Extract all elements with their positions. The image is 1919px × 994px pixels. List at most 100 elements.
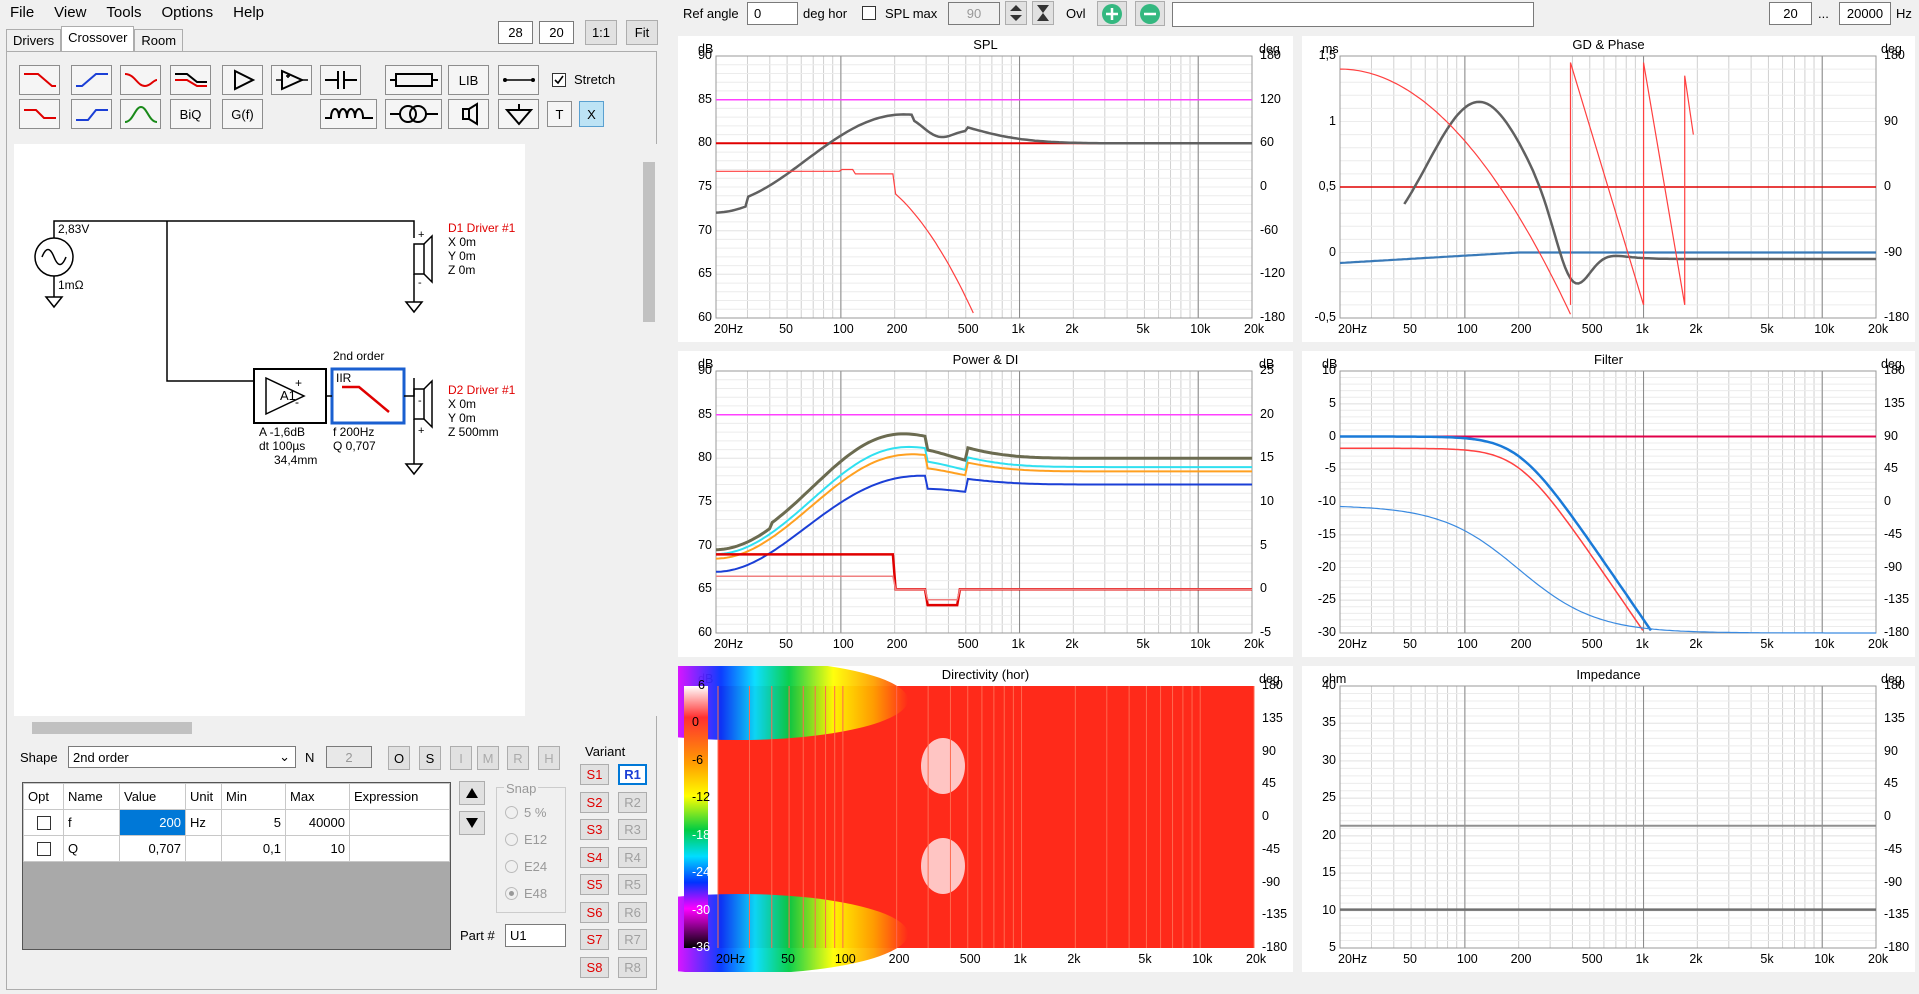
max-cell[interactable]: 40000 [285,809,350,836]
zoom-1to1-button[interactable]: 1:1 [585,20,617,45]
freq-max-field[interactable]: 20000 [1839,2,1891,25]
shape-r-button[interactable]: R [507,746,529,770]
overlay-remove-button[interactable] [1135,1,1165,26]
capacitor-button[interactable] [320,65,361,95]
speaker-button[interactable] [448,99,489,129]
overlay-field[interactable] [1172,2,1534,27]
pow-chart-panel[interactable]: Power & DI dB dB 20Hz 50 100 200 500 1k 2k 5k 10k 20… [678,351,1293,657]
opt-checkbox[interactable] [36,841,51,856]
variant-r8-button[interactable]: R8 [618,956,647,978]
variant-r6-button[interactable]: R6 [618,901,647,923]
spl-auto-button[interactable] [1032,1,1054,25]
variant-r5-button[interactable]: R5 [618,874,647,895]
tab-room[interactable]: Room [134,29,184,51]
horizontal-scrollbar[interactable] [14,719,641,737]
biquad-button[interactable]: BiQ [170,99,211,129]
menu-view[interactable]: View [54,3,87,21]
d2-name[interactable]: D2 Driver #1 [448,383,516,397]
snap-e48-option[interactable]: E48 [505,886,547,901]
vertical-scroll-thumb[interactable] [643,162,655,322]
variant-r1-button[interactable]: R1 [618,764,647,785]
library-button[interactable]: LIB [448,65,489,95]
imp-chart-panel[interactable]: Impedance ohm deg 20Hz 50 100 200 500 1k 2k 5k 10k 2… [1302,666,1915,972]
menu-file[interactable]: File [10,3,35,21]
vertical-scrollbar[interactable] [641,144,657,716]
spl-up-down-button[interactable] [1005,1,1027,25]
ground-button[interactable] [498,99,539,129]
shape-s-button[interactable]: S [419,746,441,770]
opt-cell[interactable] [23,809,64,836]
freq-min-field[interactable]: 20 [1769,2,1812,25]
zoom-a-field[interactable]: 28 [498,21,533,44]
transformer-button[interactable] [385,99,442,129]
spl-max-field[interactable]: 90 [948,2,1000,25]
move-down-button[interactable] [459,811,485,835]
menu-options[interactable]: Options [161,3,214,21]
shape-o-button[interactable]: O [388,746,410,770]
variant-s1-button[interactable]: S1 [580,764,609,785]
move-up-button[interactable] [459,781,485,805]
variant-s8-button[interactable]: S8 [580,956,609,978]
shelf-button[interactable] [170,65,211,95]
shape-h-button[interactable]: H [538,746,560,770]
x-tool-button[interactable]: X [579,101,604,127]
value-cell[interactable]: 200 [119,809,186,836]
highpass-blue2-button[interactable] [71,99,112,129]
shape-select[interactable]: 2nd order ⌄ [68,746,296,768]
variant-s5-button[interactable]: S5 [580,874,609,895]
snap-e24-option[interactable]: E24 [505,859,547,874]
wire-button[interactable] [498,65,539,95]
d1-name[interactable]: D1 Driver #1 [448,221,516,235]
snap-5-option[interactable]: 5 % [505,805,546,820]
variant-s6-button[interactable]: S6 [580,901,609,923]
snap-e12-option[interactable]: E12 [505,832,547,847]
lowpass-red-button[interactable] [19,65,60,95]
variant-s2-button[interactable]: S2 [580,791,609,813]
menu-help[interactable]: Help [233,3,265,21]
n-select[interactable]: 2 [326,746,372,768]
max-cell[interactable]: 10 [285,835,350,862]
value-cell[interactable]: 0,707 [119,835,186,862]
variant-s3-button[interactable]: S3 [580,819,609,840]
zoom-fit-button[interactable]: Fit [626,20,658,45]
zoom-b-field[interactable]: 20 [539,21,574,44]
stretch-checkbox[interactable] [552,73,566,87]
opt-checkbox[interactable] [36,815,51,830]
expression-cell[interactable] [349,809,450,836]
variant-r7-button[interactable]: R7 [618,929,647,950]
shape-m-button[interactable]: M [477,746,499,770]
highpass-blue-button[interactable] [71,65,112,95]
spl-chart-panel[interactable]: SPL dB deg 20Hz 50 100 200 500 1k 2k 5k 10k 20k 90 85 8… [678,36,1293,342]
gd-chart-panel[interactable]: GD & Phase ms deg 20Hz 50 100 200 500 1k 2k 5k 10k 2… [1302,36,1915,342]
min-cell[interactable]: 5 [221,809,286,836]
expression-cell[interactable] [349,835,450,862]
variant-r4-button[interactable]: R4 [618,846,647,868]
lowpass-red2-button[interactable] [19,99,60,129]
schematic-canvas[interactable]: A1 + - + - - + 2,83V 1mΩ D1 Driver #1 X 0m… [14,144,525,716]
horizontal-scroll-thumb[interactable] [32,722,192,734]
allpass-red-button[interactable] [120,65,161,95]
ref-angle-field[interactable]: 0 [747,2,798,25]
part-field[interactable]: U1 [505,924,566,947]
inductor-button[interactable] [320,99,377,129]
tab-crossover[interactable]: Crossover [61,26,135,51]
tab-drivers[interactable]: Drivers [6,29,62,51]
variant-r2-button[interactable]: R2 [618,791,647,813]
table-row[interactable]: f 200 Hz 5 40000 [23,809,450,836]
variant-s7-button[interactable]: S7 [580,929,609,950]
menu-tools[interactable]: Tools [106,3,142,21]
text-tool-button[interactable]: T [547,101,572,127]
overlay-add-button[interactable] [1097,1,1127,26]
filter-chart-panel[interactable]: Filter dB deg 20Hz 50 100 200 500 1k 2k 5k 10k 20k 10… [1302,351,1915,657]
transfer-function-button[interactable]: G(f) [222,99,263,129]
amplifier-button[interactable] [222,65,263,95]
resistor-button[interactable] [385,65,442,95]
opt-cell[interactable] [23,835,64,862]
table-row[interactable]: Q 0,707 0,1 10 [23,835,450,862]
variant-r3-button[interactable]: R3 [618,819,647,840]
shape-i-button[interactable]: I [450,746,472,770]
bandpass-button[interactable] [120,99,161,129]
dir-chart-panel[interactable]: Directivity (hor)dBdeg60-6-12-18-24-30-3… [678,666,1293,972]
min-cell[interactable]: 0,1 [221,835,286,862]
variant-s4-button[interactable]: S4 [580,846,609,868]
